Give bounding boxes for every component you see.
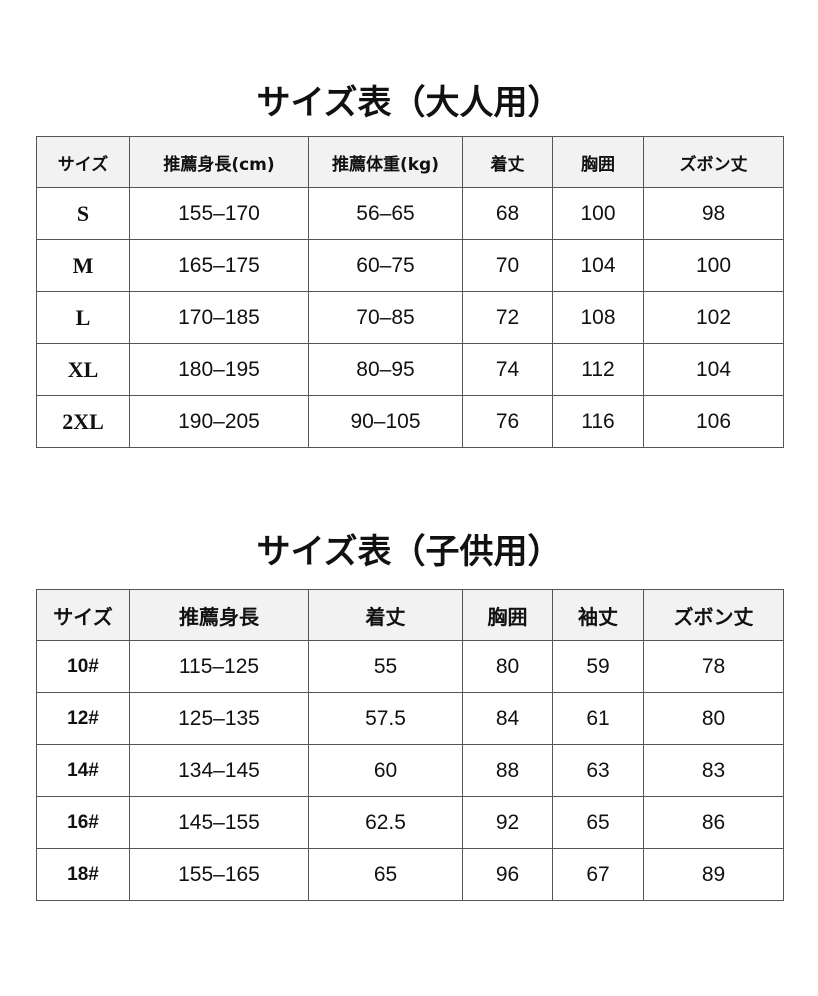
value-cell: 134–145 bbox=[129, 744, 309, 797]
header-cell: 胸囲 bbox=[552, 136, 644, 188]
size-cell: S bbox=[36, 187, 130, 240]
value-cell: 100 bbox=[643, 239, 784, 292]
size-cell: 18# bbox=[36, 848, 130, 901]
value-cell: 145–155 bbox=[129, 796, 309, 849]
table-row: 16# 145–155 62.5 92 65 86 bbox=[36, 796, 784, 849]
size-cell: 2XL bbox=[36, 395, 130, 448]
size-cell: 10# bbox=[36, 640, 130, 693]
header-row: サイズ 推薦身長 着丈 胸囲 袖丈 ズボン丈 bbox=[36, 589, 784, 641]
table-row: 18# 155–165 65 96 67 89 bbox=[36, 848, 784, 901]
value-cell: 56–65 bbox=[308, 187, 463, 240]
kids-size-table: サイズ 推薦身長 着丈 胸囲 袖丈 ズボン丈 10# 115–125 55 80 59 78 12# 12… bbox=[36, 589, 784, 901]
value-cell: 78 bbox=[643, 640, 784, 693]
value-cell: 98 bbox=[643, 187, 784, 240]
header-cell: ズボン丈 bbox=[643, 136, 784, 188]
value-cell: 190–205 bbox=[129, 395, 309, 448]
table-row: 14# 134–145 60 88 63 83 bbox=[36, 744, 784, 797]
header-cell: ズボン丈 bbox=[643, 589, 784, 641]
value-cell: 102 bbox=[643, 291, 784, 344]
value-cell: 116 bbox=[552, 395, 644, 448]
value-cell: 74 bbox=[462, 343, 553, 396]
table-row: M 165–175 60–75 70 104 100 bbox=[36, 239, 784, 292]
value-cell: 86 bbox=[643, 796, 784, 849]
size-cell: 12# bbox=[36, 692, 130, 745]
value-cell: 108 bbox=[552, 291, 644, 344]
size-cell: 14# bbox=[36, 744, 130, 797]
table-row: 2XL 190–205 90–105 76 116 106 bbox=[36, 395, 784, 448]
header-cell: 胸囲 bbox=[462, 589, 553, 641]
adult-size-table: サイズ 推薦身長(cm) 推薦体重(kg) 着丈 胸囲 ズボン丈 S 155–170 56–65… bbox=[36, 136, 784, 448]
header-cell: 着丈 bbox=[462, 136, 553, 188]
table-row: 12# 125–135 57.5 84 61 80 bbox=[36, 692, 784, 745]
value-cell: 155–165 bbox=[129, 848, 309, 901]
value-cell: 65 bbox=[552, 796, 644, 849]
size-cell: 16# bbox=[36, 796, 130, 849]
value-cell: 60–75 bbox=[308, 239, 463, 292]
value-cell: 70 bbox=[462, 239, 553, 292]
header-cell: 推薦身長 bbox=[129, 589, 309, 641]
value-cell: 89 bbox=[643, 848, 784, 901]
header-cell: サイズ bbox=[36, 589, 130, 641]
header-row: サイズ 推薦身長(cm) 推薦体重(kg) 着丈 胸囲 ズボン丈 bbox=[36, 136, 784, 188]
value-cell: 76 bbox=[462, 395, 553, 448]
value-cell: 80 bbox=[643, 692, 784, 745]
value-cell: 80 bbox=[462, 640, 553, 693]
value-cell: 96 bbox=[462, 848, 553, 901]
table-row: XL 180–195 80–95 74 112 104 bbox=[36, 343, 784, 396]
value-cell: 83 bbox=[643, 744, 784, 797]
value-cell: 104 bbox=[643, 343, 784, 396]
value-cell: 125–135 bbox=[129, 692, 309, 745]
table-row: L 170–185 70–85 72 108 102 bbox=[36, 291, 784, 344]
value-cell: 104 bbox=[552, 239, 644, 292]
header-cell: 袖丈 bbox=[552, 589, 644, 641]
value-cell: 62.5 bbox=[308, 796, 463, 849]
value-cell: 67 bbox=[552, 848, 644, 901]
value-cell: 88 bbox=[462, 744, 553, 797]
value-cell: 112 bbox=[552, 343, 644, 396]
value-cell: 68 bbox=[462, 187, 553, 240]
value-cell: 155–170 bbox=[129, 187, 309, 240]
value-cell: 63 bbox=[552, 744, 644, 797]
value-cell: 115–125 bbox=[129, 640, 309, 693]
header-cell: 推薦体重(kg) bbox=[308, 136, 463, 188]
value-cell: 61 bbox=[552, 692, 644, 745]
value-cell: 170–185 bbox=[129, 291, 309, 344]
value-cell: 84 bbox=[462, 692, 553, 745]
header-cell: サイズ bbox=[36, 136, 130, 188]
size-cell: L bbox=[36, 291, 130, 344]
value-cell: 55 bbox=[308, 640, 463, 693]
adult-title: サイズ表（大人用） bbox=[256, 83, 562, 123]
size-cell: XL bbox=[36, 343, 130, 396]
value-cell: 70–85 bbox=[308, 291, 463, 344]
value-cell: 100 bbox=[552, 187, 644, 240]
value-cell: 92 bbox=[462, 796, 553, 849]
value-cell: 65 bbox=[308, 848, 463, 901]
header-cell: 推薦身長(cm) bbox=[129, 136, 309, 188]
table-row: S 155–170 56–65 68 100 98 bbox=[36, 187, 784, 240]
value-cell: 106 bbox=[643, 395, 784, 448]
value-cell: 57.5 bbox=[308, 692, 463, 745]
kids-title: サイズ表（子供用） bbox=[256, 532, 562, 572]
value-cell: 80–95 bbox=[308, 343, 463, 396]
value-cell: 165–175 bbox=[129, 239, 309, 292]
header-cell: 着丈 bbox=[308, 589, 463, 641]
table-row: 10# 115–125 55 80 59 78 bbox=[36, 640, 784, 693]
value-cell: 72 bbox=[462, 291, 553, 344]
value-cell: 180–195 bbox=[129, 343, 309, 396]
size-cell: M bbox=[36, 239, 130, 292]
value-cell: 59 bbox=[552, 640, 644, 693]
value-cell: 60 bbox=[308, 744, 463, 797]
value-cell: 90–105 bbox=[308, 395, 463, 448]
